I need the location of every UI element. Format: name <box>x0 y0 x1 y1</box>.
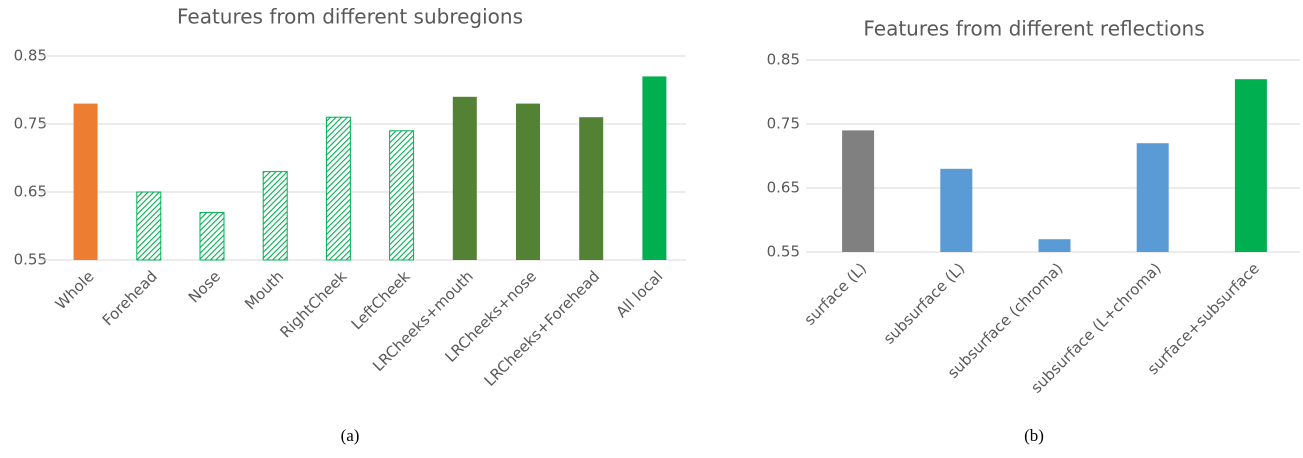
x-tick-label: All local <box>612 267 666 321</box>
x-tick-label: LeftCheek <box>348 267 414 333</box>
y-tick-label: 0.85 <box>767 51 800 69</box>
x-tick-label: LRCheeks+Forehead <box>481 267 604 390</box>
x-tick-label: Whole <box>52 267 98 313</box>
y-tick-label: 0.55 <box>767 243 800 261</box>
y-tick-label: 0.85 <box>14 47 47 65</box>
x-tick-label: subsurface (L) <box>880 259 968 347</box>
y-tick-label: 0.65 <box>767 179 800 197</box>
bar <box>642 76 667 261</box>
bar <box>325 116 351 261</box>
bar <box>73 103 98 260</box>
bar <box>516 103 540 260</box>
y-tick-label: 0.75 <box>767 115 800 133</box>
bar <box>1136 143 1169 252</box>
x-tick-label: surface+subsurface <box>1144 259 1263 378</box>
bar <box>452 96 477 260</box>
x-tick-label: surface (L) <box>801 259 870 328</box>
x-tick-label: Nose <box>185 267 224 306</box>
bar <box>1234 79 1267 252</box>
caption: (a) <box>341 426 360 445</box>
bar <box>199 211 225 261</box>
x-tick-label: Forehead <box>99 267 161 329</box>
caption: (b) <box>1024 426 1044 445</box>
bar <box>136 191 162 261</box>
x-tick-label: RightCheek <box>276 267 350 341</box>
chart-title: Features from different reflections <box>863 17 1204 41</box>
y-tick-label: 0.75 <box>14 115 47 133</box>
chart-title: Features from different subregions <box>177 5 523 29</box>
x-tick-label: Mouth <box>241 267 287 313</box>
bar <box>842 130 875 252</box>
bar <box>389 130 415 261</box>
y-tick-label: 0.65 <box>14 183 47 201</box>
bar <box>262 171 288 261</box>
bar <box>1038 239 1071 252</box>
bar <box>940 168 973 252</box>
y-tick-label: 0.55 <box>14 251 47 269</box>
bar <box>579 117 604 260</box>
